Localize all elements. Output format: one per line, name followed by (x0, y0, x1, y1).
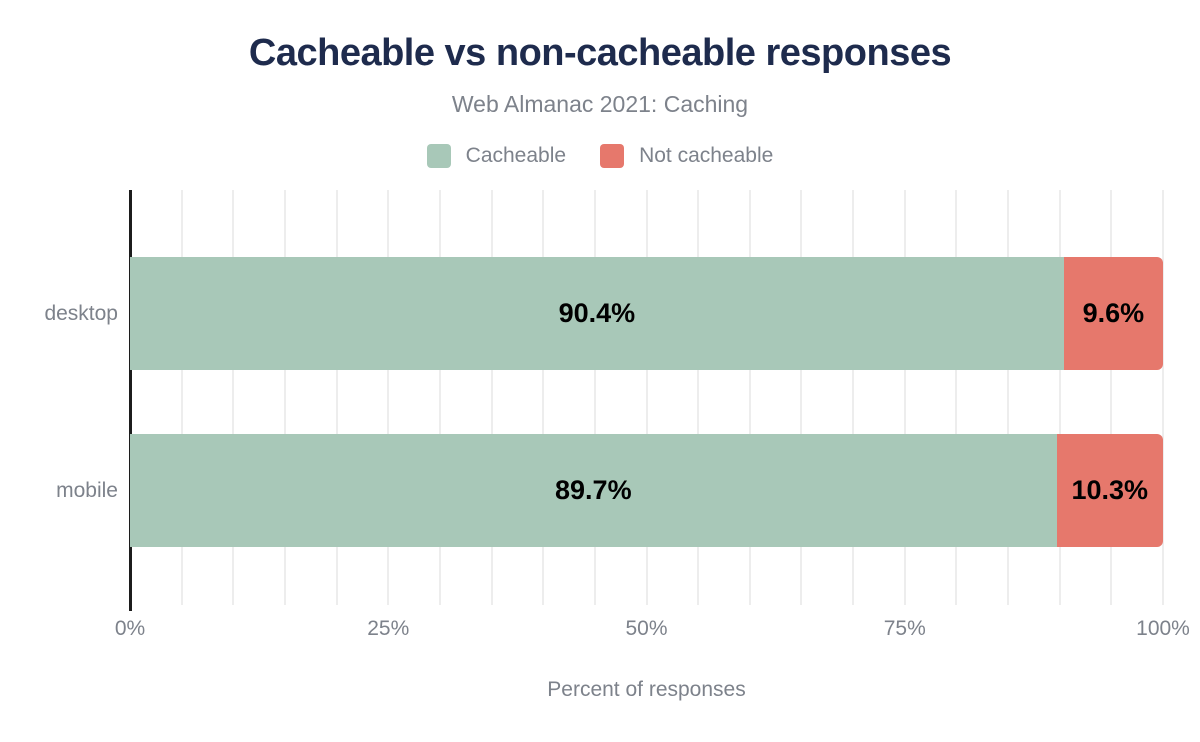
gridline-50 (645, 190, 648, 605)
gridline-65 (800, 190, 803, 605)
bar-value-label: 10.3% (1071, 475, 1149, 505)
y-axis-line (129, 190, 132, 611)
gridline-80 (955, 190, 958, 605)
x-axis-title: Percent of responses (547, 678, 746, 701)
gridline-60 (748, 190, 751, 605)
legend-label-cacheable: Cacheable (465, 144, 567, 167)
legend-label-not-cacheable: Not cacheable (639, 144, 774, 167)
gridline-55 (697, 190, 700, 605)
gridline-35 (490, 190, 493, 605)
gridline-20 (335, 190, 338, 605)
category-label-desktop: desktop (44, 301, 118, 325)
gridline-90 (1058, 190, 1061, 605)
bar-value-label: 9.6% (1082, 298, 1145, 328)
gridline-30 (438, 190, 441, 605)
x-tick-100: 100% (1136, 617, 1190, 640)
legend-swatch-not-cacheable-icon (600, 144, 625, 168)
category-label-mobile: mobile (56, 478, 118, 502)
gridline-25 (387, 190, 390, 605)
x-axis-ticks: 0% 25% 50% 75% 100% (115, 617, 1190, 643)
bar-row-mobile: 89.7% 10.3% (130, 434, 1163, 547)
gridline-100 (1162, 190, 1164, 605)
gridline-85 (1007, 190, 1010, 605)
plot-area: 90.4% 9.6% 89.7% 10.3% (129, 190, 1164, 611)
bar-segment-desktop-cacheable[interactable]: 90.4% (130, 257, 1064, 370)
x-tick-25: 25% (367, 617, 410, 640)
bar-segment-mobile-not-cacheable[interactable]: 10.3% (1056, 434, 1163, 547)
bar-segment-mobile-cacheable[interactable]: 89.7% (130, 434, 1057, 547)
gridline-75 (903, 190, 906, 605)
x-tick-0: 0% (114, 617, 146, 640)
legend-swatch-cacheable-icon (426, 144, 451, 168)
legend: Cacheable Not cacheable (0, 144, 1200, 168)
legend-item-cacheable: Cacheable (426, 144, 567, 168)
bar-segment-desktop-not-cacheable[interactable]: 9.6% (1063, 257, 1163, 370)
chart-title: Cacheable vs non-cacheable responses (248, 32, 952, 74)
gridline-40 (542, 190, 545, 605)
x-tick-50: 50% (625, 617, 668, 640)
gridline-10 (232, 190, 235, 605)
gridline-70 (852, 190, 855, 605)
gridline-45 (593, 190, 596, 605)
chart-subtitle: Web Almanac 2021: Caching (451, 91, 749, 117)
gridline-5 (180, 190, 183, 605)
x-tick-75: 75% (883, 617, 926, 640)
gridline-95 (1110, 190, 1113, 605)
legend-item-not-cacheable: Not cacheable (600, 144, 773, 168)
bar-value-label: 90.4% (558, 298, 636, 328)
bar-row-desktop: 90.4% 9.6% (130, 257, 1163, 370)
bar-value-label: 89.7% (555, 475, 632, 505)
gridline-15 (283, 190, 286, 605)
